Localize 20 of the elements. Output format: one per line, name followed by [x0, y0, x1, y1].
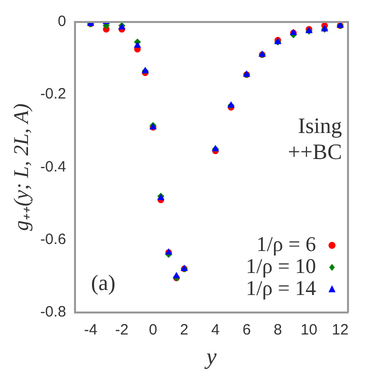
x-tick-label: 4: [211, 322, 220, 339]
x-tick-label: 0: [148, 322, 158, 339]
y-tick-label: -0.8: [40, 304, 66, 321]
legend-label: 1/ρ = 6: [256, 232, 316, 256]
x-tick-label: 8: [274, 322, 282, 339]
y-tick-label: 0: [58, 13, 66, 30]
x-tick-label: 6: [242, 322, 251, 339]
x-tick-label: -2: [115, 322, 129, 339]
annotation: ++BC: [288, 138, 342, 164]
y-tick-label: -0.4: [40, 158, 66, 176]
annotation: (a): [91, 270, 116, 296]
y-tick-label: -0.6: [40, 230, 66, 248]
annotation: Ising: [298, 112, 342, 138]
x-tick-label: 10: [300, 322, 318, 339]
x-axis-title: y: [204, 344, 218, 370]
y-tick-label: -0.2: [40, 86, 66, 103]
x-tick-label: 2: [180, 322, 188, 339]
x-tick-label: -4: [84, 322, 98, 339]
x-tick-label: 12: [332, 322, 349, 339]
y-axis-title: g₊₊(y; L, 2L, A): [9, 104, 34, 231]
